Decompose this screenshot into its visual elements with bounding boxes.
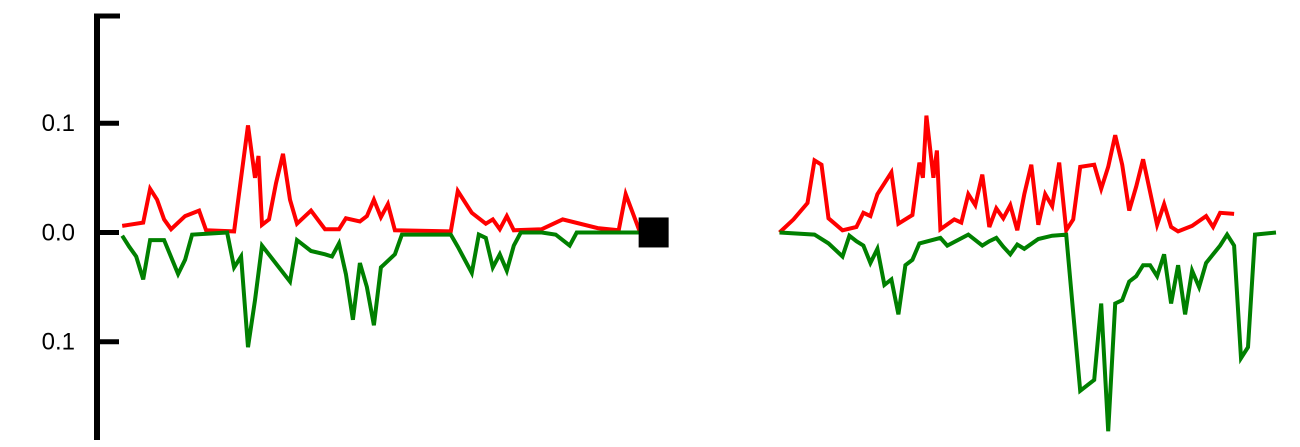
- y-tick-label-1: 0.0: [42, 219, 75, 246]
- annotation-group: [638, 217, 669, 248]
- series-0-line-segment-1: [778, 115, 1235, 237]
- series-0-line-segment-0: [121, 125, 647, 235]
- series-1-line-segment-0: [120, 230, 647, 348]
- square-marker-0: [638, 217, 669, 248]
- y-tick-label-0: 0.1: [42, 110, 75, 137]
- y-tick-label-2: 0.1: [42, 329, 75, 356]
- y-ticks-group: 0.1 0.0 0.1: [42, 110, 119, 356]
- y-axis-group: [94, 13, 120, 440]
- series-group: [120, 115, 1277, 432]
- series-1-line-segment-1: [779, 230, 1277, 432]
